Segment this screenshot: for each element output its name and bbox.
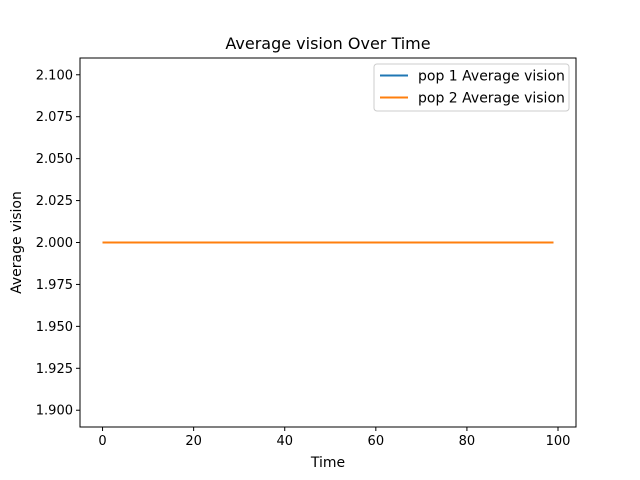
- legend-label-pop-2: pop 2 Average vision: [418, 91, 565, 107]
- x-tick-label: 20: [185, 434, 202, 449]
- y-tick-label: 2.050: [36, 152, 73, 167]
- y-tick-label: 1.950: [36, 320, 73, 335]
- y-axis-label: Average vision: [9, 191, 25, 294]
- chart-title: Average vision Over Time: [225, 34, 430, 53]
- y-tick-label: 2.025: [36, 194, 73, 209]
- legend: pop 1 Average vision pop 2 Average visio…: [373, 63, 570, 112]
- legend-frame: [373, 63, 570, 112]
- x-tick-label: 60: [368, 434, 385, 449]
- y-tick-label: 2.075: [36, 110, 73, 125]
- axis-ticks: 0 20 40 60 80 100 1.900 1.925 1.950 1.975 2.000 2.0…: [36, 68, 571, 449]
- y-tick-label: 1.925: [36, 362, 73, 377]
- x-tick-label: 40: [276, 434, 293, 449]
- x-tick-label: 100: [546, 434, 571, 449]
- y-tick-label: 1.975: [36, 278, 73, 293]
- plot-area-frame: [79, 57, 577, 428]
- legend-label-pop-1: pop 1 Average vision: [418, 69, 565, 85]
- x-tick-label: 80: [459, 434, 476, 449]
- x-axis-label: Time: [310, 455, 345, 471]
- y-tick-label: 2.100: [36, 68, 73, 83]
- y-tick-label: 2.000: [36, 236, 73, 251]
- x-tick-label: 0: [98, 434, 106, 449]
- y-tick-label: 1.900: [36, 404, 73, 419]
